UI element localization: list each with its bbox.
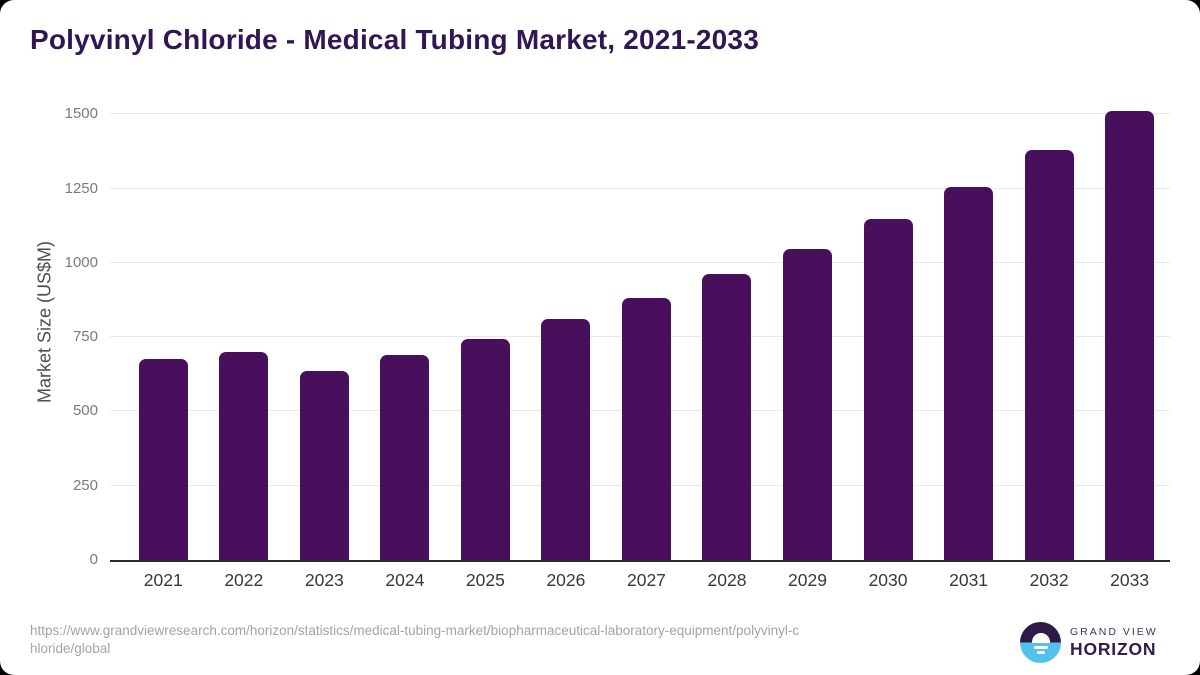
x-tick-label-2028: 2028	[707, 570, 747, 590]
x-tick-label-2033: 2033	[1110, 570, 1150, 590]
source-url-line1: https://www.grandviewresearch.com/horizo…	[30, 623, 800, 638]
bar-slot-2032	[1009, 98, 1090, 560]
y-tick-label-250: 250	[72, 476, 98, 494]
x-tick-label-2029: 2029	[788, 570, 827, 590]
source-url-line2: hloride/global	[30, 641, 111, 656]
x-tick-label-2030: 2030	[868, 570, 908, 590]
sun-reflection-bar-1	[1033, 645, 1048, 649]
bar-slot-2024	[365, 98, 446, 560]
bar-slot-2027	[606, 98, 687, 560]
y-tick-label-1500: 1500	[64, 105, 98, 123]
bar-2025	[460, 338, 510, 560]
bar-2021	[138, 358, 188, 560]
x-tick-label-2026: 2026	[546, 570, 586, 590]
gridline-1000	[110, 261, 1170, 263]
bar-slot-2033	[1089, 98, 1170, 560]
x-tick-label-2022: 2022	[224, 570, 264, 590]
bar-slot-2030	[848, 98, 929, 560]
x-tick-label-2025: 2025	[465, 570, 505, 590]
bar-slot-2023	[284, 98, 365, 560]
bar-2032	[1024, 150, 1074, 560]
bar-slot-2028	[687, 98, 768, 560]
bar-2024	[380, 355, 430, 560]
bar-2028	[702, 274, 752, 560]
bar-slot-2025	[445, 98, 526, 560]
logo-text: GRAND VIEW HORIZON	[1070, 626, 1158, 660]
sun-reflection-bar-2	[1036, 650, 1045, 654]
bar-2029	[783, 249, 833, 560]
bar-slot-2031	[928, 98, 1009, 560]
bar-2022	[219, 351, 269, 560]
y-tick-label-0: 0	[89, 551, 98, 568]
gridline-1250	[110, 187, 1170, 189]
x-tick-label-2021: 2021	[143, 570, 183, 590]
y-tick-label-1250: 1250	[64, 179, 98, 197]
bar-slot-2029	[767, 98, 848, 560]
horizon-sun-icon	[1020, 622, 1061, 663]
bar-slot-2022	[204, 98, 285, 560]
chart-title: Polyvinyl Chloride - Medical Tubing Mark…	[30, 24, 759, 55]
x-tick-label-2023: 2023	[304, 570, 344, 590]
logo-brand-bottom: HORIZON	[1070, 638, 1157, 659]
bars-row	[123, 98, 1170, 560]
x-tick-label-2032: 2032	[1029, 570, 1069, 590]
bar-2026	[541, 318, 591, 560]
bar-slot-2026	[526, 98, 607, 560]
grand-view-horizon-logo: GRAND VIEW HORIZON	[1020, 622, 1158, 663]
sun-dome-shape	[1031, 633, 1050, 643]
y-tick-label-750: 750	[72, 328, 98, 346]
plot-area	[110, 98, 1170, 562]
bar-2031	[944, 186, 994, 560]
x-tick-label-2024: 2024	[385, 570, 425, 590]
bar-2033	[1105, 111, 1155, 560]
bar-2023	[299, 370, 349, 560]
y-tick-label-500: 500	[72, 402, 98, 420]
bar-2027	[621, 297, 671, 560]
x-axis-tick-labels: 2021 2022 2023 2024 2025 2026 2027 2028 2029 2030…	[123, 570, 1170, 591]
logo-brand-top: GRAND VIEW	[1070, 625, 1158, 638]
bar-2030	[863, 218, 913, 560]
y-tick-label-1000: 1000	[64, 253, 98, 271]
x-tick-label-2031: 2031	[949, 570, 989, 590]
bar-slot-2021	[123, 98, 204, 560]
x-tick-label-2027: 2027	[626, 570, 666, 590]
gridline-1500	[110, 113, 1170, 115]
source-url: https://www.grandviewresearch.com/horizo…	[30, 622, 975, 658]
